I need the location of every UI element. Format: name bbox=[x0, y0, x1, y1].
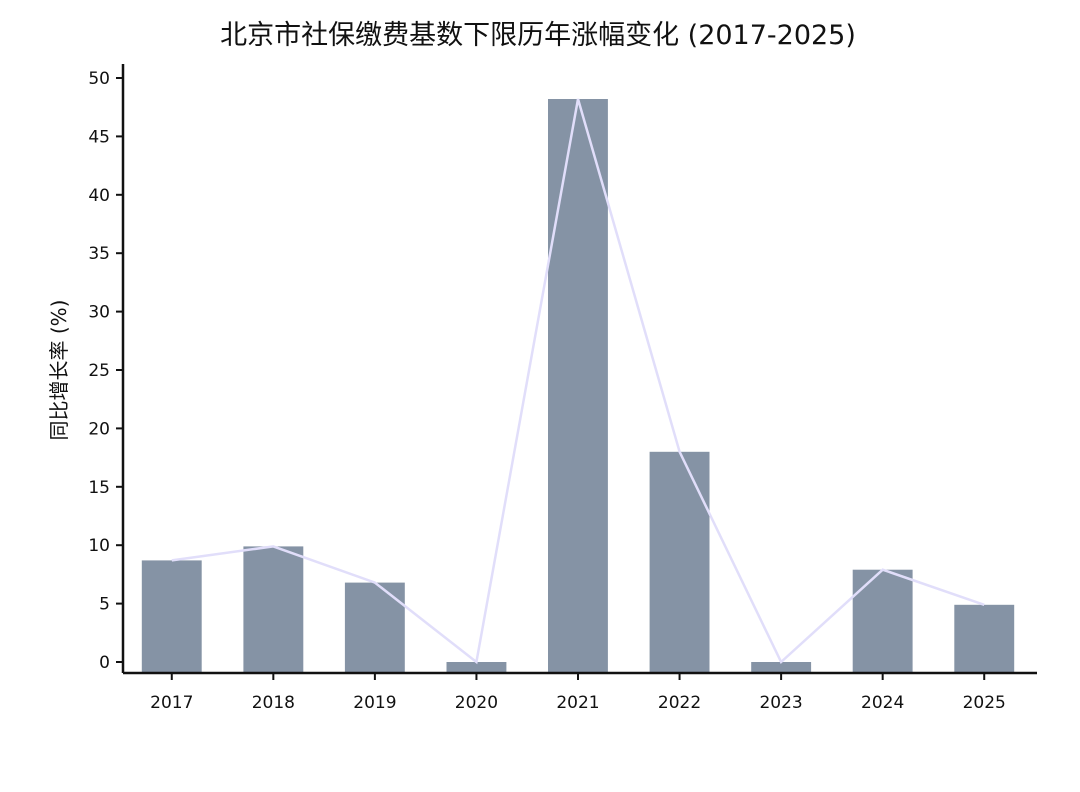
y-tick-label: 45 bbox=[88, 127, 110, 147]
bar-2023 bbox=[751, 662, 812, 673]
bar-series bbox=[141, 99, 1015, 673]
y-tick-label: 30 bbox=[88, 303, 110, 323]
y-tick-label: 20 bbox=[88, 419, 110, 439]
x-tick-label: 2022 bbox=[658, 693, 701, 713]
bar-2019 bbox=[344, 582, 405, 673]
x-tick-label: 2020 bbox=[455, 693, 498, 713]
y-tick-label: 25 bbox=[88, 361, 110, 381]
y-tick-label: 35 bbox=[88, 244, 110, 264]
y-tick-label: 15 bbox=[88, 478, 110, 498]
bar-2022 bbox=[649, 451, 710, 673]
bar-2017 bbox=[141, 560, 202, 673]
x-tick-label: 2024 bbox=[861, 693, 904, 713]
bar-2018 bbox=[243, 546, 304, 673]
x-tick-label: 2019 bbox=[353, 693, 396, 713]
y-tick-label: 10 bbox=[88, 536, 110, 556]
trend-line bbox=[171, 98, 985, 665]
x-tick-label: 2021 bbox=[556, 693, 599, 713]
y-axis-label: 同比增长率 (%) bbox=[47, 300, 71, 441]
bar-2021 bbox=[548, 99, 608, 673]
chart-title: 北京市社保缴费基数下限历年涨幅变化 (2017-2025) bbox=[220, 20, 856, 51]
x-tick-label: 2018 bbox=[252, 693, 295, 713]
y-tick-label: 5 bbox=[99, 595, 110, 615]
x-tick-label: 2017 bbox=[150, 693, 193, 713]
x-tick-label: 2023 bbox=[759, 693, 802, 713]
y-tick-label: 40 bbox=[88, 186, 110, 206]
bar-2024 bbox=[852, 569, 913, 673]
bar-2025 bbox=[954, 604, 1015, 673]
bar-2020 bbox=[446, 662, 507, 673]
x-tick-label: 2025 bbox=[963, 693, 1006, 713]
y-tick-label: 0 bbox=[99, 653, 110, 673]
y-tick-label: 50 bbox=[88, 69, 110, 89]
